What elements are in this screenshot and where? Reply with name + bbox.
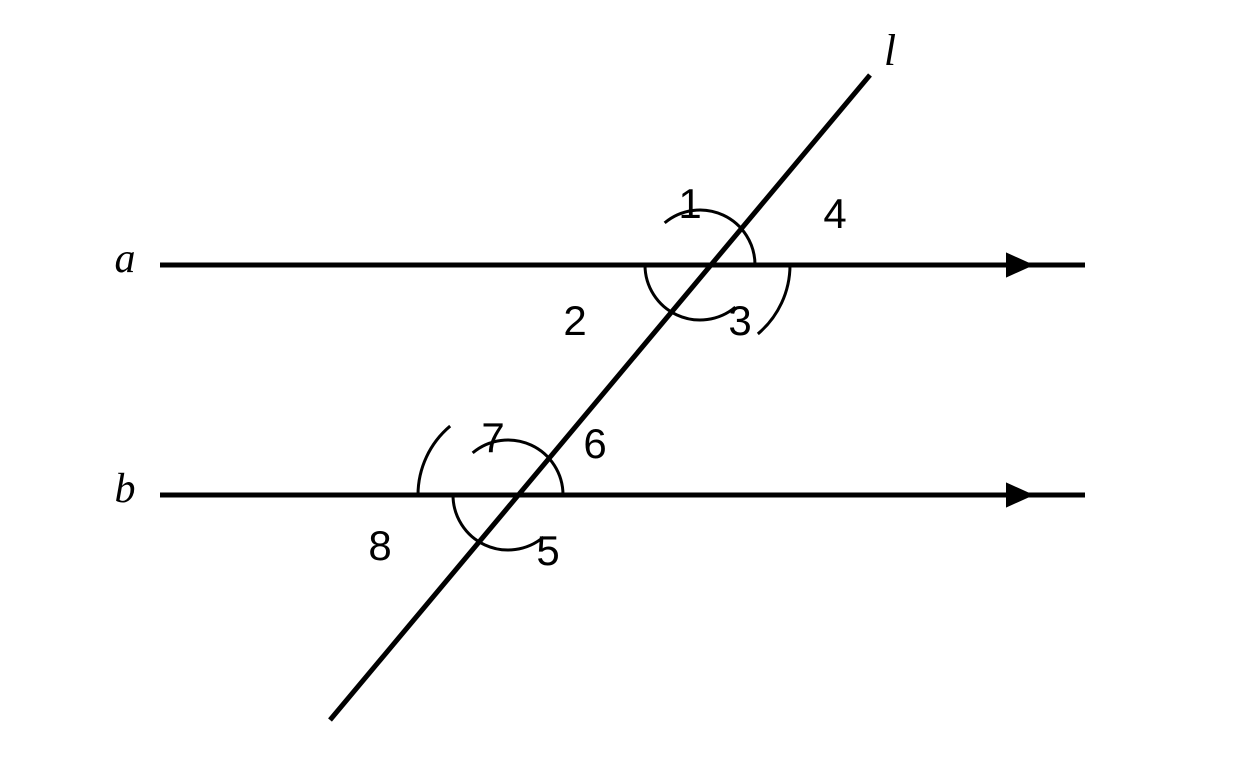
parallel-lines-transversal-diagram: a b l 1 2 3 4 5 6 7 8 (0, 0, 1234, 784)
angle-label-2: 2 (563, 297, 586, 344)
label-line-a: a (115, 236, 136, 282)
angle-label-1: 1 (678, 180, 701, 227)
angle-label-4: 4 (823, 190, 846, 237)
arc-angle-4 (758, 265, 790, 334)
line-l-transversal (330, 75, 870, 720)
angle-label-7: 7 (481, 414, 504, 461)
angle-label-3: 3 (728, 297, 751, 344)
arc-angle-8 (418, 426, 450, 495)
angle-label-8: 8 (368, 522, 391, 569)
arrowhead-b (1006, 482, 1034, 507)
label-line-l: l (884, 26, 896, 75)
angle-label-6: 6 (583, 420, 606, 467)
arrowhead-a (1006, 252, 1034, 277)
angle-label-5: 5 (536, 527, 559, 574)
label-line-b: b (115, 466, 136, 512)
